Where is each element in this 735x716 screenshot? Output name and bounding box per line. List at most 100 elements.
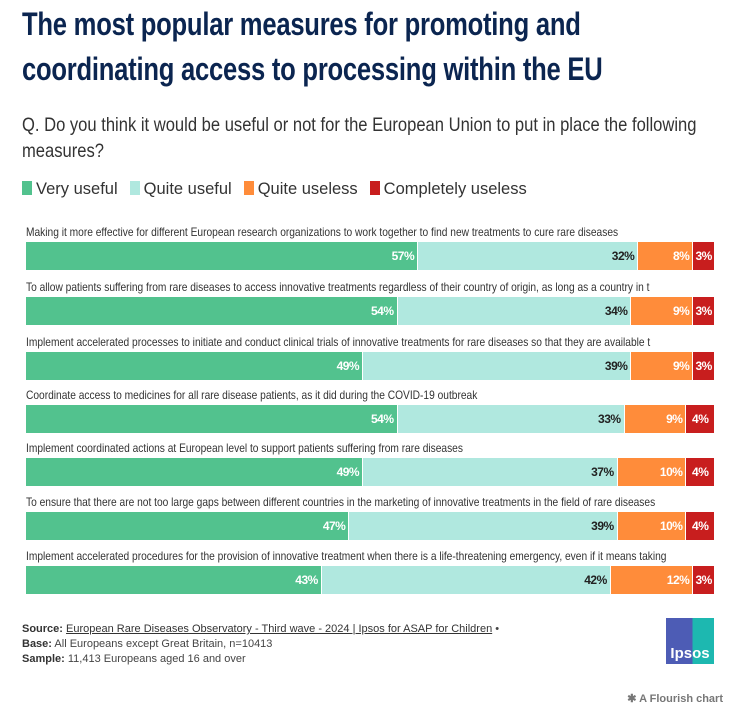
legend-label: Quite useful	[143, 180, 232, 198]
row-label-clip: Implement accelerated procedures for the…	[26, 548, 714, 564]
source-label: Source:	[22, 623, 63, 635]
chart-title: The most popular measures for promoting …	[22, 6, 603, 87]
flourish-text: A Flourish chart	[639, 693, 723, 705]
data-label: 3%	[695, 359, 712, 373]
row-label-clip: Making it more effective for different E…	[26, 224, 714, 240]
legend-item[interactable]: Very useful	[22, 180, 118, 199]
data-label: 4%	[692, 519, 709, 533]
bar-segment[interactable]: 3%	[693, 297, 714, 325]
data-label: 49%	[336, 359, 360, 373]
bar-row: Making it more effective for different E…	[26, 224, 714, 270]
row-label: Coordinate access to medicines for all r…	[26, 388, 478, 402]
data-label: 42%	[584, 573, 607, 587]
bar-row: To allow patients suffering from rare di…	[26, 279, 714, 325]
bar-segment[interactable]: 8%	[638, 242, 694, 270]
bar-segment[interactable]: 49%	[26, 352, 364, 380]
ipsos-logo: Ipsos	[666, 618, 714, 664]
bar-row: Implement accelerated processes to initi…	[26, 334, 714, 380]
bar-row: Coordinate access to medicines for all r…	[26, 387, 714, 433]
data-label: 8%	[673, 249, 690, 263]
bar-row: To ensure that there are not too large g…	[26, 494, 714, 540]
data-label: 37%	[591, 465, 614, 479]
bar-segment[interactable]: 9%	[624, 405, 687, 433]
bar-segment[interactable]: 3%	[693, 566, 714, 594]
row-label-clip: Coordinate access to medicines for all r…	[26, 387, 714, 403]
data-label: 10%	[659, 465, 683, 479]
source-link[interactable]: European Rare Diseases Observatory - Thi…	[66, 623, 493, 635]
data-label: 57%	[391, 249, 415, 263]
data-label: 3%	[695, 304, 712, 318]
row-label-clip: To allow patients suffering from rare di…	[26, 279, 714, 295]
bar-segment[interactable]: 42%	[321, 566, 611, 594]
bar-segment[interactable]: 4%	[686, 458, 714, 486]
row-label: Implement coordinated actions at Europea…	[26, 441, 463, 455]
bar-segment[interactable]: 49%	[26, 458, 364, 486]
bar-segment[interactable]: 4%	[686, 405, 714, 433]
data-label: 47%	[322, 519, 346, 533]
bar-segment[interactable]: 34%	[397, 297, 632, 325]
question: Q. Do you think it would be useful or no…	[22, 114, 697, 162]
flourish-credit[interactable]: ✱ A Flourish chart	[627, 692, 723, 705]
data-label: 9%	[666, 412, 683, 426]
bar-segment[interactable]: 43%	[26, 566, 322, 594]
data-label: 10%	[659, 519, 683, 533]
bar-segment[interactable]: 33%	[397, 405, 625, 433]
base-label: Base:	[22, 638, 52, 650]
bar-segment[interactable]: 54%	[26, 405, 398, 433]
data-label: 39%	[591, 519, 614, 533]
data-label: 49%	[336, 465, 360, 479]
footer: Source: European Rare Diseases Observato…	[22, 622, 499, 667]
legend-swatch	[22, 181, 32, 195]
bar-row: Implement accelerated procedures for the…	[26, 548, 714, 594]
stacked-bar: 54% 33% 9% 4%	[26, 405, 714, 433]
data-label: 3%	[695, 573, 712, 587]
bar-segment[interactable]: 47%	[26, 512, 350, 540]
legend-item[interactable]: Quite useful	[129, 180, 232, 199]
data-label: 12%	[666, 573, 690, 587]
stacked-bar: 57% 32% 8% 3%	[26, 242, 714, 270]
bar-segment[interactable]: 9%	[631, 352, 694, 380]
legend: Very useful Quite useful Quite useless Comp…	[22, 180, 527, 199]
data-label: 3%	[695, 249, 712, 263]
sample-label: Sample:	[22, 653, 65, 665]
data-label: 33%	[598, 412, 621, 426]
row-label: Making it more effective for different E…	[26, 225, 619, 239]
base-text: All Europeans except Great Britain, n=10…	[54, 638, 273, 650]
flourish-icon: ✱	[627, 693, 640, 705]
row-label: Implement accelerated processes to initi…	[26, 335, 651, 349]
bar-segment[interactable]: 4%	[686, 512, 714, 540]
stacked-bar: 49% 37% 10% 4%	[26, 458, 714, 486]
bar-segment[interactable]: 39%	[363, 352, 632, 380]
bar-segment[interactable]: 10%	[617, 458, 687, 486]
legend-swatch	[129, 181, 140, 195]
stacked-bar: 47% 39% 10% 4%	[26, 512, 714, 540]
bar-segment[interactable]: 39%	[349, 512, 618, 540]
legend-label: Very useful	[36, 180, 118, 198]
legend-swatch	[243, 181, 254, 195]
bar-segment[interactable]: 57%	[26, 242, 419, 270]
data-label: 32%	[611, 249, 635, 263]
sample-text: 11,413 Europeans aged 16 and over	[67, 653, 246, 665]
data-label: 39%	[604, 359, 628, 373]
legend-item[interactable]: Quite useless	[243, 180, 358, 199]
bar-segment[interactable]: 3%	[693, 242, 714, 270]
bar-segment[interactable]: 54%	[26, 297, 398, 325]
stacked-bar: 43% 42% 12% 3%	[26, 566, 714, 594]
data-label: 54%	[370, 412, 394, 426]
legend-label: Completely useless	[383, 180, 527, 198]
data-label: 4%	[692, 412, 709, 426]
bar-segment[interactable]: 9%	[631, 297, 694, 325]
legend-swatch	[369, 181, 380, 195]
bar-segment[interactable]: 12%	[610, 566, 694, 594]
data-label: 54%	[370, 304, 394, 318]
bar-segment[interactable]: 37%	[363, 458, 618, 486]
bar-segment[interactable]: 3%	[693, 352, 714, 380]
legend-item[interactable]: Completely useless	[369, 180, 527, 199]
data-label: 43%	[295, 573, 318, 587]
legend-label: Quite useless	[257, 180, 358, 198]
row-label: To allow patients suffering from rare di…	[26, 280, 650, 294]
data-label: 9%	[672, 359, 690, 373]
bar-segment[interactable]: 32%	[418, 242, 639, 270]
bar-segment[interactable]: 10%	[617, 512, 687, 540]
